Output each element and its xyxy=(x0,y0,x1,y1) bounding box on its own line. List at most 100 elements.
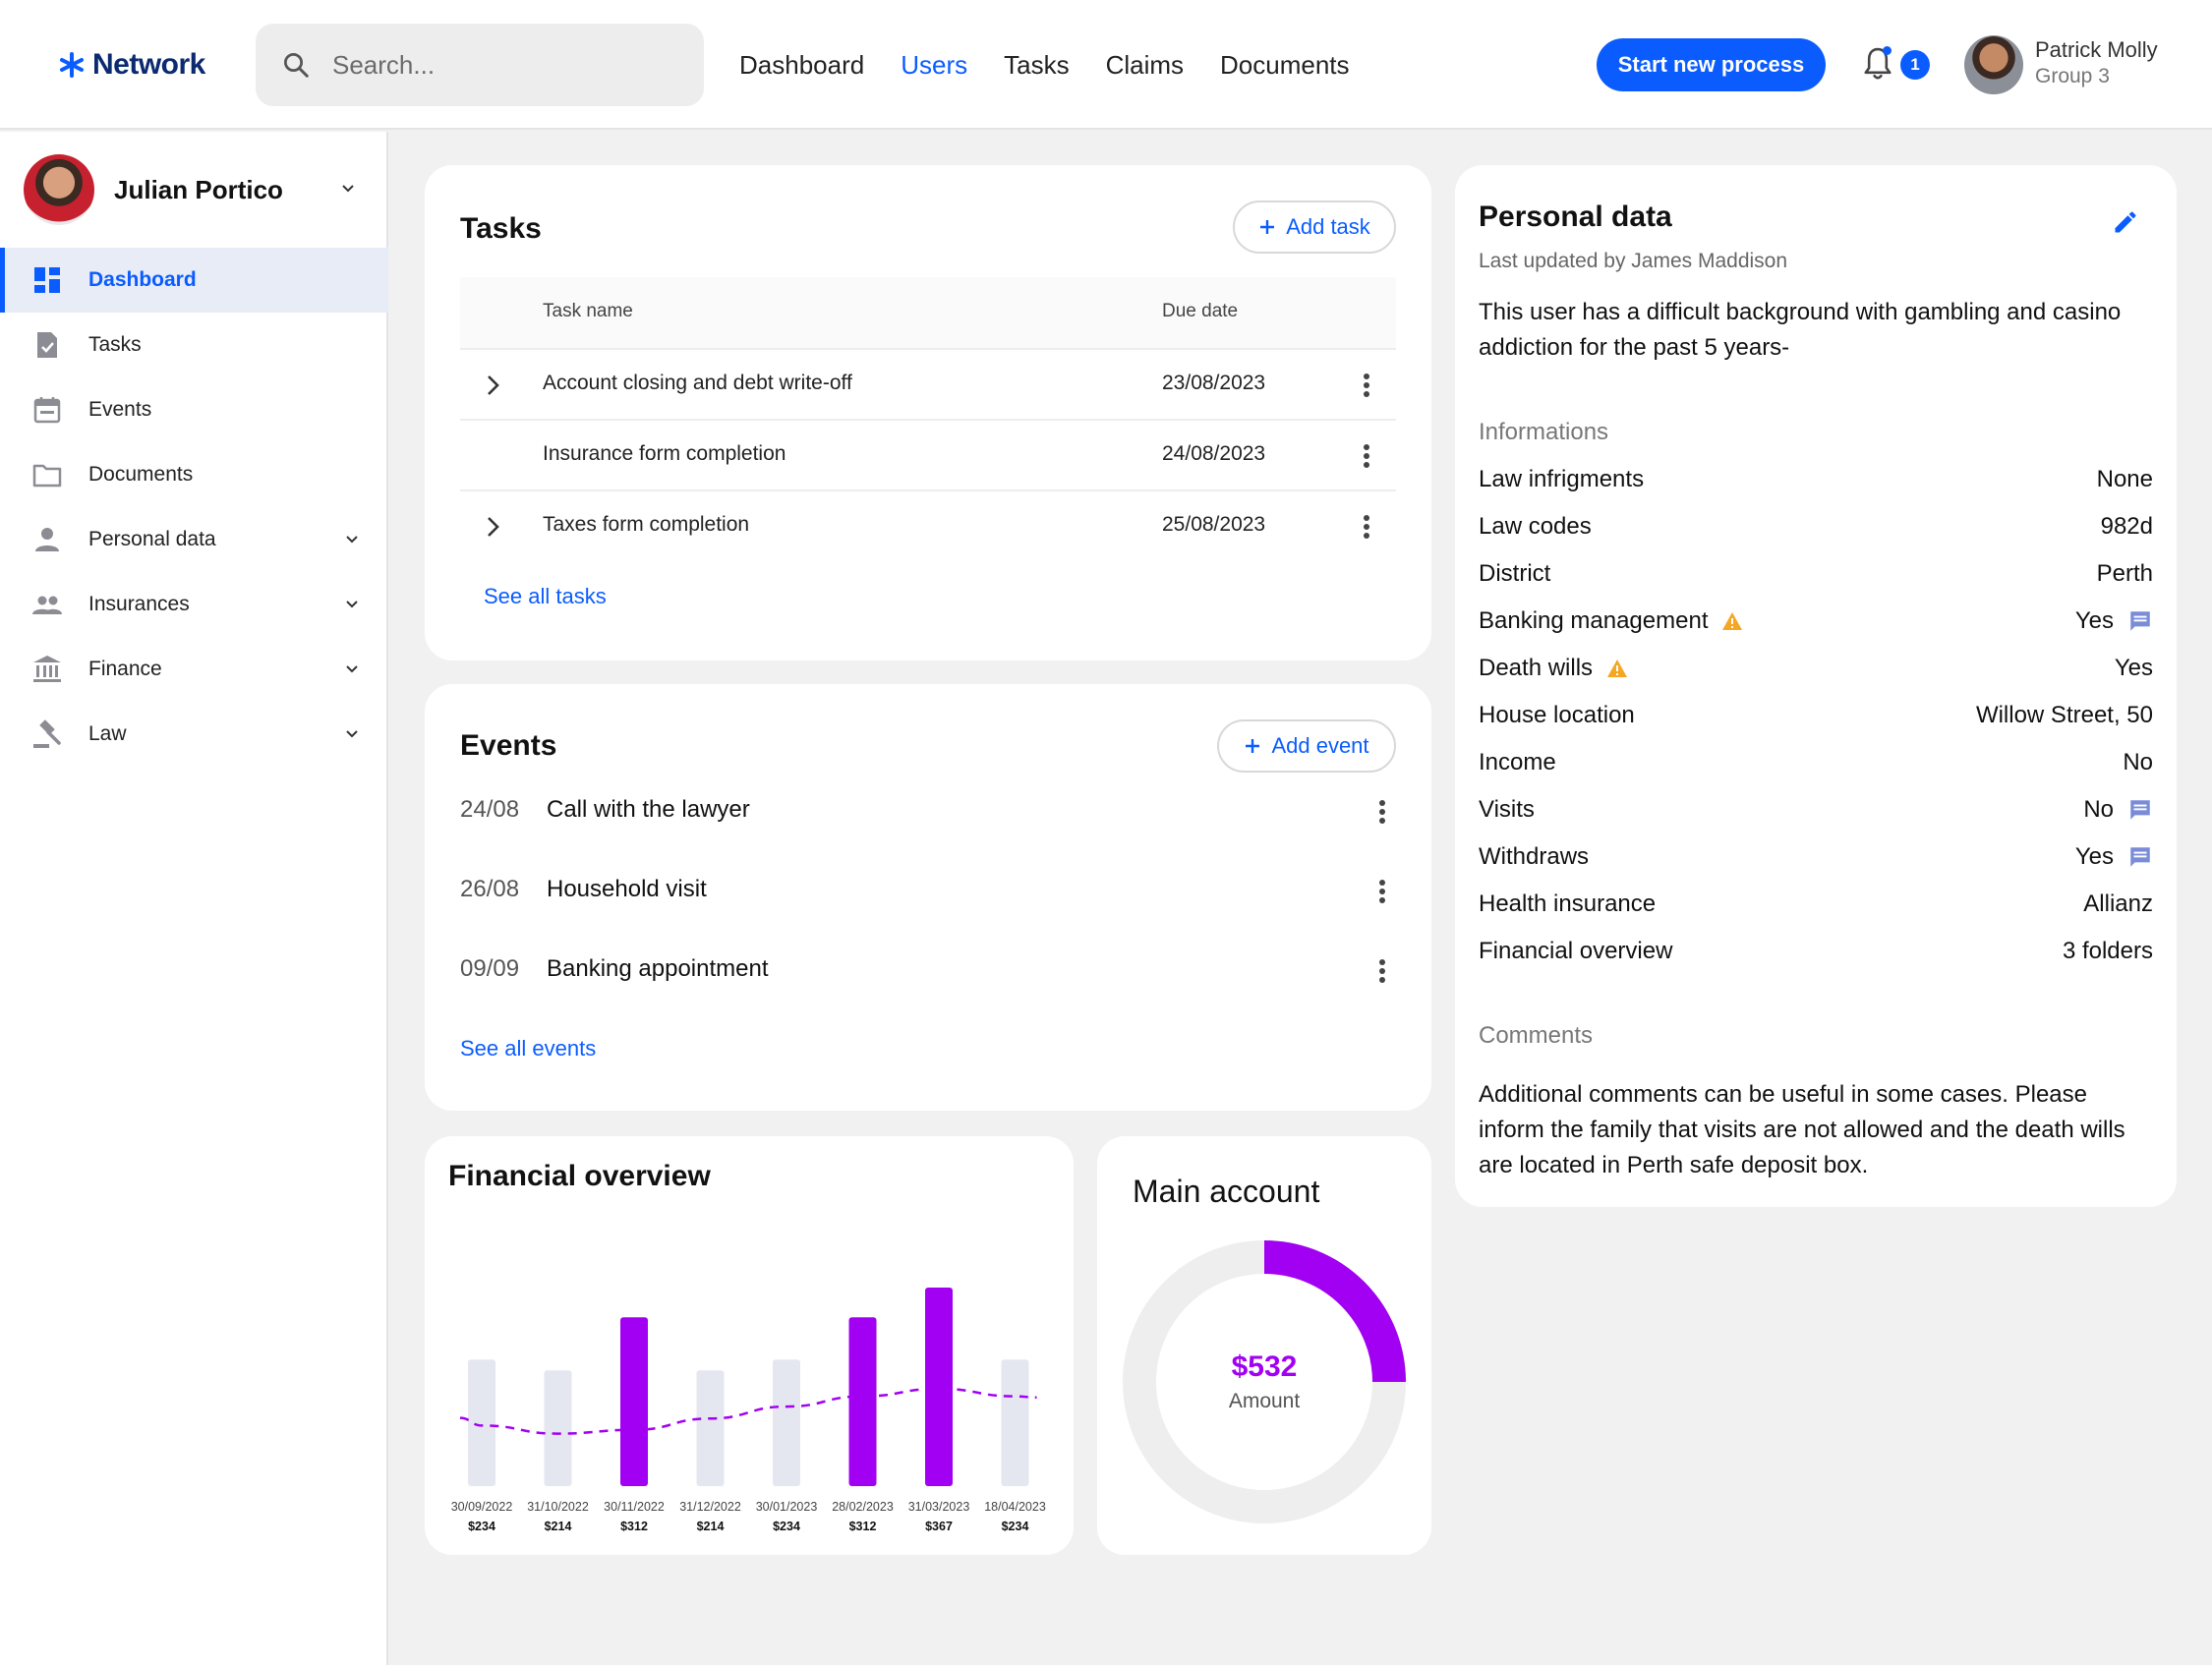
topnav-tasks[interactable]: Tasks xyxy=(1004,49,1070,80)
sidebar-item-label: Tasks xyxy=(88,333,142,356)
add-event-button[interactable]: Add event xyxy=(1217,719,1396,773)
info-key: Law infrigments xyxy=(1479,466,1645,492)
x-tick-label: 18/04/2023 xyxy=(984,1500,1046,1514)
sidebar-item-law[interactable]: Law xyxy=(0,702,388,767)
sidebar-item-personal-data[interactable]: Personal data xyxy=(0,507,388,572)
info-value: Allianz xyxy=(2083,890,2153,917)
info-row: Law codes 982d xyxy=(1479,509,2153,548)
table-row[interactable]: Insurance form completion 24/08/2023 xyxy=(460,419,1396,489)
more-vert-icon[interactable] xyxy=(1376,796,1388,828)
sidebar-item-insurances[interactable]: Insurances xyxy=(0,572,388,637)
list-item[interactable]: 24/08 Call with the lawyer xyxy=(460,792,1396,832)
more-vert-icon[interactable] xyxy=(1361,511,1372,543)
user-avatar[interactable] xyxy=(1964,35,2023,94)
sidebar-item-label: Events xyxy=(88,398,152,421)
comments-text: Additional comments can be useful in som… xyxy=(1479,1081,2125,1178)
see-all-tasks-link[interactable]: See all tasks xyxy=(484,584,607,608)
group-icon xyxy=(32,596,62,614)
comments-heading: Comments xyxy=(1479,1022,1594,1049)
chevron-right-icon[interactable] xyxy=(482,372,505,399)
task-name: Taxes form completion xyxy=(543,513,750,536)
sidebar-item-finance[interactable]: Finance xyxy=(0,637,388,702)
table-header: Task name Due date xyxy=(460,277,1396,348)
topnav-documents[interactable]: Documents xyxy=(1220,49,1350,80)
sidebar-item-label: Dashboard xyxy=(88,268,197,291)
info-key: Income xyxy=(1479,749,1556,775)
comment-icon[interactable] xyxy=(2127,797,2153,823)
main-account-title: Main account xyxy=(1133,1174,1320,1209)
main-account-amount: $532 xyxy=(1231,1350,1298,1383)
x-tick-label: 31/03/2023 xyxy=(908,1500,970,1514)
list-item[interactable]: 09/09 Banking appointment xyxy=(460,951,1396,991)
chart-bar xyxy=(1001,1359,1029,1486)
add-event-label: Add event xyxy=(1271,733,1369,758)
sidebar-item-label: Insurances xyxy=(88,593,190,615)
tasks-table: Task name Due date Account closing and d… xyxy=(460,277,1396,560)
profile-switcher[interactable]: Julian Portico xyxy=(24,153,368,226)
column-header-task-name: Task name xyxy=(543,301,633,321)
trend-line xyxy=(459,1387,1037,1435)
more-vert-icon[interactable] xyxy=(1361,370,1372,401)
chart-bar xyxy=(925,1288,953,1486)
table-row[interactable]: Account closing and debt write-off 23/08… xyxy=(460,348,1396,419)
sidebar-item-events[interactable]: Events xyxy=(0,377,388,442)
chevron-down-icon xyxy=(346,730,358,738)
info-key: District xyxy=(1479,560,1551,587)
comment-icon[interactable] xyxy=(2127,608,2153,634)
table-row[interactable]: Taxes form completion 25/08/2023 xyxy=(460,489,1396,560)
avatar xyxy=(24,154,94,225)
info-key: Withdraws xyxy=(1479,843,1590,870)
sidebar-item-dashboard[interactable]: Dashboard xyxy=(0,248,388,313)
warning-icon xyxy=(1607,660,1628,677)
bar-value-label: $234 xyxy=(773,1520,800,1533)
add-task-button[interactable]: Add task xyxy=(1233,201,1396,254)
event-date: 24/08 xyxy=(460,796,520,823)
chart-bar xyxy=(848,1317,877,1486)
info-key: Death wills xyxy=(1479,655,1594,681)
chart-bar xyxy=(773,1359,800,1486)
list-item[interactable]: 26/08 Household visit xyxy=(460,872,1396,911)
comment-icon[interactable] xyxy=(2127,844,2153,870)
chart-bar xyxy=(696,1370,725,1486)
info-row: District Perth xyxy=(1479,556,2153,596)
topnav-users[interactable]: Users xyxy=(901,49,968,80)
more-vert-icon[interactable] xyxy=(1376,876,1388,907)
sidebar-item-label: Law xyxy=(88,722,127,745)
event-title: Call with the lawyer xyxy=(547,796,750,823)
see-all-events-link[interactable]: See all events xyxy=(460,1036,597,1061)
bank-icon xyxy=(33,656,61,682)
financial-bar-chart: 30/09/2022 $234 31/10/2022 $214 30/11/2022 $3… xyxy=(451,1288,1046,1533)
task-icon xyxy=(37,332,57,358)
chart-bar xyxy=(544,1370,572,1486)
x-tick-label: 30/09/2022 xyxy=(451,1500,513,1514)
column-header-due-date: Due date xyxy=(1162,301,1239,321)
logo-icon xyxy=(60,52,84,78)
brand-logo[interactable]: Network xyxy=(57,43,205,86)
search-input[interactable] xyxy=(332,49,686,81)
event-date: 09/09 xyxy=(460,955,520,982)
topnav-claims[interactable]: Claims xyxy=(1105,49,1185,80)
chevron-down-icon xyxy=(342,185,354,193)
start-new-process-button[interactable]: Start new process xyxy=(1597,38,1826,91)
edit-icon[interactable] xyxy=(2112,208,2139,236)
chevron-right-icon[interactable] xyxy=(482,513,505,541)
notification-dot xyxy=(1883,46,1892,55)
search-bar[interactable] xyxy=(256,24,704,106)
add-task-label: Add task xyxy=(1286,214,1370,239)
info-key: Law codes xyxy=(1479,513,1592,540)
bar-value-label: $312 xyxy=(849,1520,877,1533)
user-name: Patrick Molly xyxy=(2035,37,2158,62)
more-vert-icon[interactable] xyxy=(1361,440,1372,472)
info-row: Financial overview 3 folders xyxy=(1479,934,2153,973)
main-account-donut xyxy=(1123,1240,1406,1523)
chart-bar xyxy=(620,1317,648,1486)
sidebar-item-documents[interactable]: Documents xyxy=(0,442,388,507)
sidebar-item-label: Personal data xyxy=(88,528,216,550)
topnav-dashboard[interactable]: Dashboard xyxy=(739,49,865,80)
x-tick-label: 30/01/2023 xyxy=(756,1500,818,1514)
more-vert-icon[interactable] xyxy=(1376,955,1388,987)
event-title: Banking appointment xyxy=(547,955,769,982)
financial-overview-title: Financial overview xyxy=(448,1160,711,1192)
main-account-card: Main account $532 Amount xyxy=(1097,1136,1431,1555)
sidebar-item-tasks[interactable]: Tasks xyxy=(0,313,388,377)
